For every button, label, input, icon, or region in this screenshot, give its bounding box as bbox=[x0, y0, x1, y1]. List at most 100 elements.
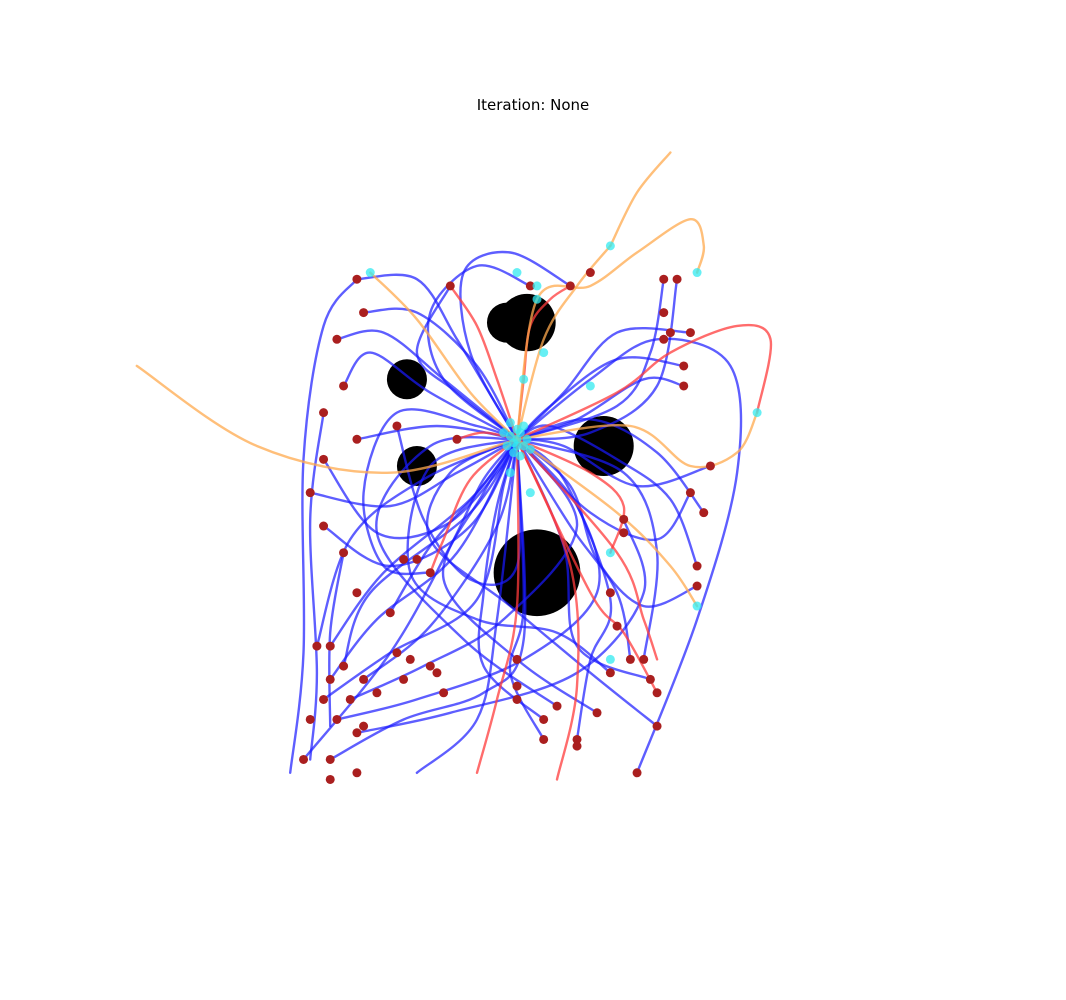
trajectory-line bbox=[475, 438, 520, 774]
trajectory-line bbox=[375, 436, 559, 708]
trajectory-line bbox=[515, 424, 699, 568]
start-point bbox=[319, 454, 329, 464]
start-point bbox=[679, 381, 689, 391]
start-point bbox=[512, 654, 522, 664]
start-point bbox=[352, 434, 362, 444]
start-point bbox=[325, 641, 335, 651]
end-point bbox=[502, 441, 512, 451]
start-point bbox=[359, 308, 369, 318]
end-point bbox=[365, 268, 375, 278]
end-point bbox=[532, 294, 542, 304]
start-point bbox=[692, 581, 702, 591]
end-point bbox=[525, 488, 535, 498]
start-point bbox=[652, 688, 662, 698]
start-point bbox=[332, 334, 342, 344]
end-point bbox=[505, 418, 515, 428]
start-point bbox=[405, 654, 415, 664]
end-point bbox=[692, 268, 702, 278]
start-point bbox=[399, 674, 409, 684]
trajectory-line bbox=[515, 438, 699, 608]
trajectory-line bbox=[515, 438, 632, 661]
start-point bbox=[399, 554, 409, 564]
start-point bbox=[665, 328, 675, 338]
trajectory-line bbox=[515, 438, 659, 661]
trajectory-line bbox=[406, 438, 612, 674]
end-point bbox=[692, 601, 702, 611]
end-point bbox=[605, 548, 615, 558]
start-point bbox=[685, 328, 695, 338]
start-point bbox=[512, 681, 522, 691]
trajectory-line bbox=[515, 323, 773, 441]
trajectory-line bbox=[515, 278, 679, 441]
start-point bbox=[632, 768, 642, 778]
start-point bbox=[565, 281, 575, 291]
start-point bbox=[585, 268, 595, 278]
end-point bbox=[509, 448, 519, 458]
trajectory-line bbox=[459, 250, 572, 441]
end-points-layer bbox=[365, 241, 762, 664]
end-point bbox=[519, 421, 529, 431]
trajectory-line bbox=[609, 151, 672, 248]
start-point bbox=[359, 674, 369, 684]
start-point bbox=[619, 514, 629, 524]
start-point bbox=[325, 674, 335, 684]
trajectory-line bbox=[515, 278, 665, 441]
end-point bbox=[605, 654, 615, 664]
start-point bbox=[645, 674, 655, 684]
trajectory-line bbox=[135, 364, 519, 474]
start-point bbox=[672, 274, 682, 284]
obstacle-circle bbox=[396, 445, 437, 486]
trajectory-line bbox=[362, 307, 519, 441]
trajectory-line bbox=[515, 244, 612, 441]
end-point bbox=[505, 431, 515, 441]
end-point bbox=[519, 374, 529, 384]
start-point bbox=[705, 461, 715, 471]
chart-title: Iteration: None bbox=[476, 96, 590, 114]
end-point bbox=[605, 241, 615, 251]
end-point bbox=[522, 434, 532, 444]
start-point bbox=[425, 661, 435, 671]
end-point bbox=[499, 428, 509, 438]
start-point bbox=[605, 588, 615, 598]
start-point bbox=[305, 488, 315, 498]
trajectory-line bbox=[369, 271, 519, 441]
trajectory-line bbox=[342, 438, 519, 668]
start-point bbox=[352, 728, 362, 738]
start-point bbox=[319, 694, 329, 704]
obstacle-circle bbox=[493, 529, 581, 617]
trajectory-line bbox=[515, 438, 659, 694]
start-point bbox=[332, 714, 342, 724]
start-point bbox=[619, 528, 629, 538]
start-point bbox=[352, 588, 362, 598]
trajectory-line bbox=[515, 411, 759, 469]
start-point bbox=[525, 281, 535, 291]
start-point bbox=[692, 561, 702, 571]
trajectory-line bbox=[395, 424, 522, 586]
trajectory-line bbox=[449, 284, 519, 441]
start-point bbox=[305, 714, 315, 724]
start-point bbox=[319, 408, 329, 418]
end-point bbox=[512, 441, 522, 451]
trajectory-line bbox=[342, 351, 519, 441]
start-point bbox=[392, 648, 402, 658]
trajectory-line bbox=[515, 438, 659, 661]
start-point bbox=[412, 554, 422, 564]
trajectory-line bbox=[515, 418, 705, 514]
trajectories-layer bbox=[135, 151, 773, 781]
start-point bbox=[512, 694, 522, 704]
start-point bbox=[625, 654, 635, 664]
start-point bbox=[572, 734, 582, 744]
trajectory-line bbox=[362, 408, 519, 576]
start-point bbox=[659, 274, 669, 284]
end-point bbox=[752, 408, 762, 418]
start-point bbox=[679, 361, 689, 371]
start-point bbox=[445, 281, 455, 291]
trajectory-line bbox=[441, 438, 599, 714]
trajectory-line bbox=[415, 284, 519, 441]
start-point bbox=[539, 714, 549, 724]
start-point bbox=[552, 701, 562, 711]
end-point bbox=[525, 444, 535, 454]
trajectory-line bbox=[515, 337, 743, 774]
start-point bbox=[592, 708, 602, 718]
trajectory-line bbox=[429, 438, 519, 574]
